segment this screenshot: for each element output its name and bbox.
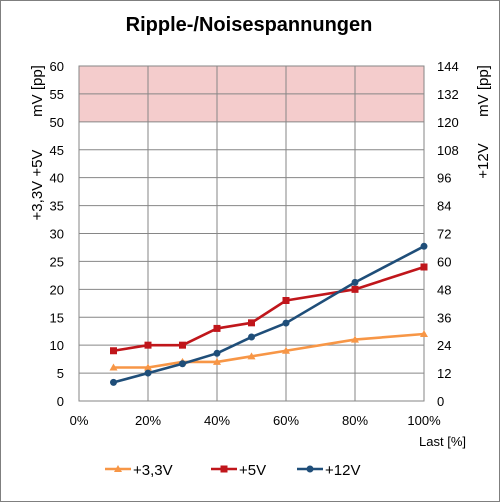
data-point-circle bbox=[420, 242, 428, 250]
data-point-circle bbox=[248, 333, 255, 341]
y-tick-left: 60 bbox=[50, 59, 64, 74]
y-axis-title-left-top: mV [pp] bbox=[29, 65, 46, 117]
data-point-triangle bbox=[213, 357, 221, 365]
y-tick-right: 120 bbox=[437, 115, 459, 130]
legend-label: +5V bbox=[239, 462, 266, 479]
y-tick-right: 72 bbox=[437, 227, 451, 242]
data-point-circle bbox=[282, 319, 290, 327]
y-tick-left: 45 bbox=[50, 143, 64, 158]
y-tick-left: 40 bbox=[50, 171, 64, 186]
data-point-triangle bbox=[420, 330, 428, 337]
y-axis-title-left-bottom: +3,3V +5V bbox=[29, 150, 46, 221]
y-tick-left: 20 bbox=[50, 282, 64, 297]
data-point-square bbox=[248, 319, 255, 327]
x-tick-label: 80% bbox=[342, 413, 368, 428]
data-point-circle bbox=[110, 378, 117, 386]
y-tick-left: 5 bbox=[57, 366, 64, 381]
y-tick-left: 25 bbox=[50, 254, 64, 269]
y-tick-left: 30 bbox=[50, 227, 64, 242]
y-tick-right: 108 bbox=[437, 143, 459, 158]
data-point-square bbox=[282, 297, 290, 304]
y-tick-right: 36 bbox=[437, 310, 451, 325]
data-point-square bbox=[351, 285, 359, 293]
data-point-triangle bbox=[351, 335, 359, 343]
legend-label: +3,3V bbox=[133, 462, 173, 479]
data-point-square bbox=[144, 341, 152, 349]
data-point-triangle bbox=[247, 352, 256, 360]
x-tick-label: 100% bbox=[407, 413, 441, 428]
y-tick-left: 35 bbox=[50, 199, 64, 214]
chart-title: Ripple-/Noisespannungen bbox=[125, 14, 373, 36]
x-tick-label: 60% bbox=[273, 413, 299, 428]
data-point-circle bbox=[306, 465, 314, 473]
y-axis-title-right-bottom: +12V bbox=[475, 143, 492, 178]
y-tick-right: 144 bbox=[437, 59, 459, 74]
x-tick-label: 0% bbox=[70, 413, 89, 428]
y-tick-right: 60 bbox=[437, 254, 451, 269]
data-point-square bbox=[213, 324, 221, 332]
series-line-0 bbox=[113, 332, 425, 369]
data-point-square bbox=[110, 347, 117, 355]
y-tick-left: 15 bbox=[50, 310, 64, 325]
data-point-triangle bbox=[109, 363, 118, 371]
y-tick-right: 48 bbox=[437, 282, 451, 297]
data-point-circle bbox=[213, 349, 221, 357]
y-tick-right: 84 bbox=[437, 199, 451, 214]
data-point-circle bbox=[351, 278, 359, 286]
y-axis-title-right-top: mV [pp] bbox=[475, 65, 492, 117]
data-point-square bbox=[179, 341, 186, 349]
plot-area bbox=[78, 65, 425, 402]
y-tick-right: 0 bbox=[437, 394, 444, 409]
data-point-square bbox=[220, 465, 228, 473]
y-tick-right: 24 bbox=[437, 338, 451, 353]
data-point-circle bbox=[144, 369, 152, 377]
y-tick-left: 50 bbox=[50, 115, 64, 130]
y-tick-left: 55 bbox=[50, 87, 64, 102]
x-axis-title: Last [%] bbox=[419, 434, 466, 449]
data-point-triangle bbox=[144, 363, 152, 371]
x-tick-label: 40% bbox=[204, 413, 230, 428]
x-tick-label: 20% bbox=[135, 413, 161, 428]
legend-label: +12V bbox=[325, 462, 360, 479]
data-point-triangle bbox=[114, 465, 122, 472]
y-tick-right: 96 bbox=[437, 171, 451, 186]
data-point-circle bbox=[179, 360, 186, 368]
data-point-square bbox=[420, 263, 428, 271]
y-tick-right: 132 bbox=[437, 87, 459, 102]
data-point-triangle bbox=[282, 346, 290, 354]
y-tick-left: 10 bbox=[50, 338, 64, 353]
y-tick-right: 12 bbox=[437, 366, 451, 381]
y-tick-left: 0 bbox=[57, 394, 64, 409]
series-line-2 bbox=[113, 245, 425, 384]
series-line-1 bbox=[113, 265, 425, 353]
